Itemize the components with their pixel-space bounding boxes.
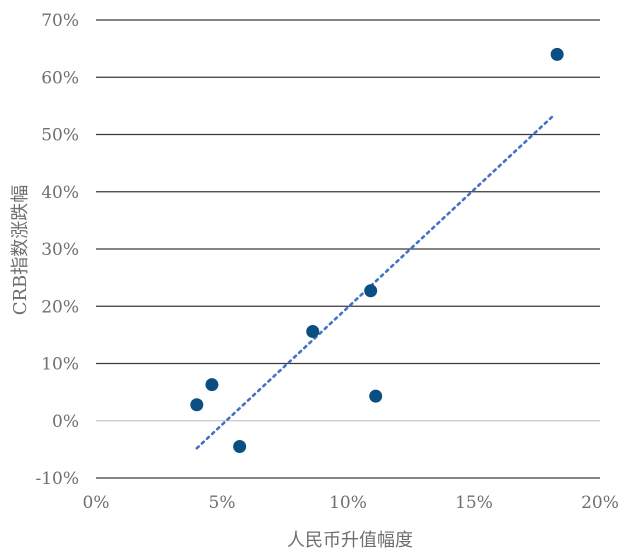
- x-axis-label: 人民币升值幅度: [287, 530, 413, 551]
- x-tick-label: 5%: [209, 493, 236, 513]
- y-tick-label: 70%: [41, 11, 79, 31]
- data-point-1: [190, 398, 204, 412]
- y-axis-label: CRB指数涨跌幅: [10, 185, 31, 316]
- trendline: [195, 113, 556, 450]
- data-point-5: [364, 284, 378, 298]
- trendline-group: [195, 113, 556, 450]
- x-tick-label: 15%: [455, 493, 493, 513]
- data-point-6: [369, 389, 383, 403]
- x-tick-label: 0%: [83, 493, 110, 513]
- y-tick-label: 20%: [41, 297, 79, 317]
- data-points: [190, 47, 564, 454]
- gridlines: [96, 19, 600, 479]
- x-tick-label: 10%: [329, 493, 367, 513]
- y-tick-labels: -10% 0% 10% 20% 30% 40% 50% 60% 70%: [35, 11, 79, 489]
- data-point-3: [233, 440, 247, 454]
- y-tick-label: 10%: [41, 355, 79, 375]
- data-point-7: [550, 47, 564, 61]
- data-point-4: [306, 324, 320, 338]
- y-tick-label: 0%: [52, 412, 79, 432]
- y-tick-label: -10%: [35, 469, 79, 489]
- y-tick-label: 60%: [41, 68, 79, 88]
- x-tick-label: 20%: [581, 493, 619, 513]
- y-tick-label: 40%: [41, 183, 79, 203]
- x-tick-labels: 0% 5% 10% 15% 20%: [83, 493, 619, 513]
- y-tick-label: 30%: [41, 240, 79, 260]
- data-point-2: [205, 378, 219, 392]
- y-tick-label: 50%: [41, 126, 79, 146]
